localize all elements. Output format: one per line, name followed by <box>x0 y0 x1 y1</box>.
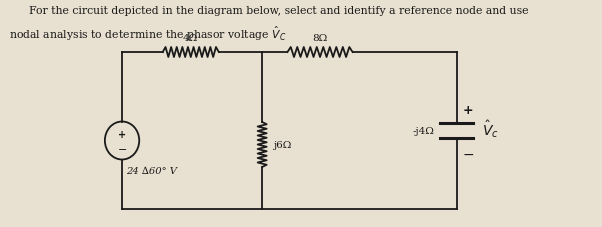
Text: +: + <box>463 104 474 116</box>
Text: +: + <box>118 129 126 139</box>
Text: nodal analysis to determine the phasor voltage $\hat{V}_C$: nodal analysis to determine the phasor v… <box>9 25 287 43</box>
Text: $\hat{V}_c$: $\hat{V}_c$ <box>482 118 498 139</box>
Text: −: − <box>462 147 474 161</box>
Text: 4Ω: 4Ω <box>183 34 199 43</box>
Text: For the circuit depicted in the diagram below, select and identify a reference n: For the circuit depicted in the diagram … <box>29 6 529 16</box>
Text: 8Ω: 8Ω <box>312 34 327 43</box>
Text: j6Ω: j6Ω <box>273 140 291 149</box>
Text: −: − <box>117 144 127 154</box>
Text: -j4Ω: -j4Ω <box>413 126 435 135</box>
Text: 24 ∆60° V: 24 ∆60° V <box>126 167 176 176</box>
